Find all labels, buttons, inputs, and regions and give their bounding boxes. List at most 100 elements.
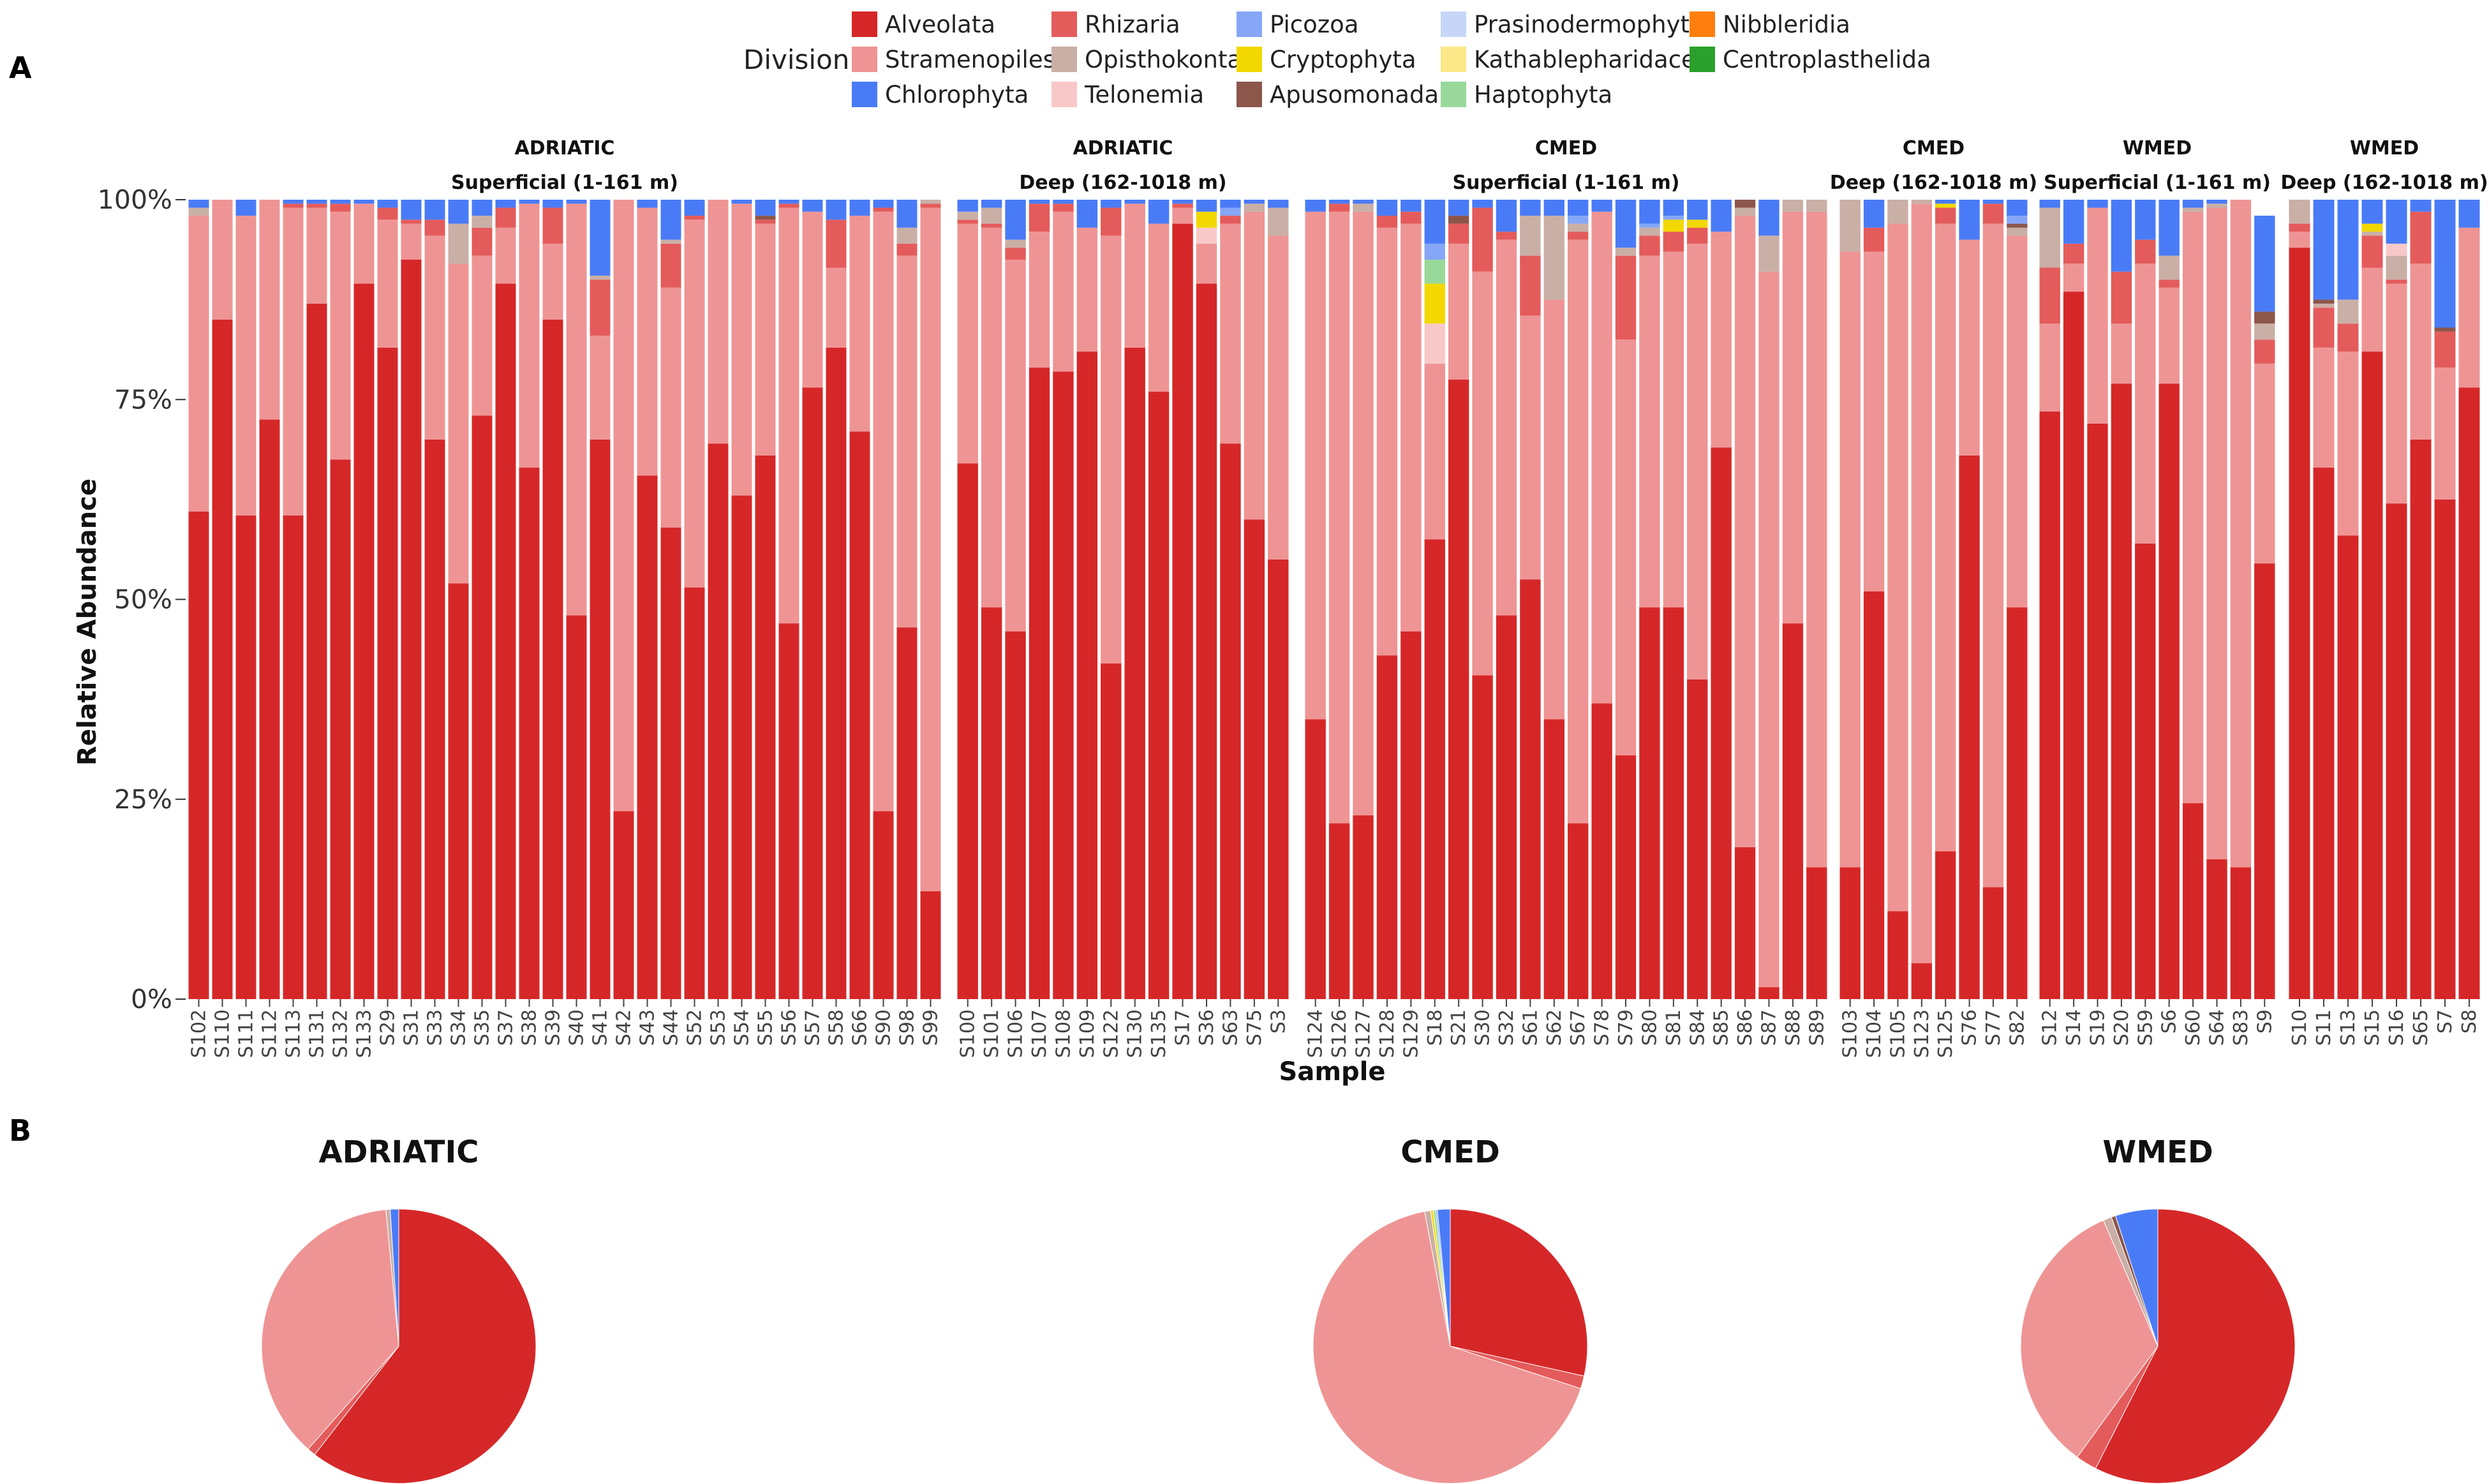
bar-segment-stramenopiles [637, 207, 658, 476]
x-tick-label: S36 [1196, 1009, 1218, 1046]
x-tick-label: S90 [873, 1009, 895, 1046]
bar-segment-rhizaria [1053, 204, 1074, 212]
x-tick-label: S56 [778, 1009, 801, 1046]
bar-segment-stramenopiles [731, 204, 752, 496]
bar-segment-alveolata [1053, 371, 1074, 999]
bar-segment-alveolata [212, 319, 233, 1000]
legend-swatch [1690, 47, 1715, 72]
x-tick-label: S102 [188, 1009, 211, 1058]
bar-segment-stramenopiles [1328, 211, 1350, 824]
x-tick-label: S35 [472, 1009, 494, 1046]
pie-slice-alveolata [1450, 1208, 1588, 1377]
bar-segment-chlorophyta [1591, 200, 1612, 212]
bar-segment-rhizaria [1520, 255, 1541, 316]
bar-segment-opisthokonta [2361, 232, 2383, 236]
bar-segment-opisthokonta [2007, 227, 2028, 236]
bar-segment-stramenopiles [1568, 239, 1589, 824]
bar-segment-stramenopiles [981, 227, 1002, 608]
bar-segment-chlorophyta [1687, 200, 1708, 220]
pie-title: ADRIATIC [318, 1134, 479, 1170]
bar-segment-stramenopiles [873, 211, 894, 812]
bar-segment-stramenopiles [235, 216, 256, 516]
bar-segment-stramenopiles [2410, 263, 2432, 440]
x-tick-label: S21 [1448, 1009, 1470, 1046]
bar-segment-rhizaria [1029, 204, 1050, 232]
bar-segment-chlorophyta [330, 200, 351, 204]
bar-segment-chlorophyta [1029, 200, 1050, 204]
bar-segment-opisthokonta [1005, 239, 1026, 248]
bar-segment-rhizaria [1448, 223, 1469, 244]
bar-segment-chlorophyta [1101, 200, 1122, 208]
bar-segment-stramenopiles [2182, 211, 2204, 804]
bar-segment-alveolata [1029, 367, 1050, 999]
bar-segment-alveolata [1196, 283, 1217, 1000]
bar-segment-chlorophyta [1053, 200, 1074, 204]
bar-segment-apusomonada [755, 216, 776, 220]
bar-segment-alveolata [2230, 867, 2252, 999]
x-tick-label: S86 [1734, 1009, 1757, 1046]
x-tick-label: S111 [235, 1009, 258, 1058]
x-tick-label: S11 [2313, 1009, 2335, 1046]
bar-segment-stramenopiles [590, 336, 611, 440]
bar-segment-rhizaria [2337, 323, 2359, 352]
bar-segment-alveolata [1268, 559, 1289, 999]
x-tick-label: S83 [2230, 1009, 2252, 1046]
bar-segment-alveolata [1244, 519, 1265, 999]
x-tick-label: S31 [401, 1009, 423, 1046]
bar-segment-stramenopiles [1220, 223, 1241, 444]
stacked-bar-chart: Relative Abundance Sample 0% 25% 50% 75% 100… [73, 137, 2488, 1087]
x-tick-label: S18 [1424, 1009, 1446, 1046]
bar-segment-alveolata [731, 495, 752, 999]
bar-segment-rhizaria [306, 204, 327, 208]
bar-segment-alveolata [1101, 663, 1122, 999]
bar-segment-apusomonada [1734, 200, 1756, 208]
bar-segment-alveolata [1887, 911, 1908, 999]
y-axis-title: Relative Abundance [73, 479, 102, 766]
bar-segment-stramenopiles [2230, 200, 2252, 868]
x-tick-label: S17 [1172, 1009, 1194, 1046]
bar-segment-stramenopiles [826, 267, 847, 348]
bar-segment-chlorophyta [731, 200, 752, 204]
bar-segment-rhizaria [1220, 216, 1241, 224]
bar-segment-chlorophyta [401, 200, 422, 220]
bar-segment-stramenopiles [1935, 223, 1956, 852]
bar-segment-alveolata [1711, 447, 1732, 999]
bar-segment-stramenopiles [2434, 367, 2456, 500]
bar-segment-alveolata [1591, 703, 1612, 999]
bar-segment-chlorophyta [542, 200, 563, 208]
bar-segment-alveolata [1520, 579, 1541, 999]
x-tick-label: S126 [1328, 1009, 1351, 1058]
bar-segment-alveolata [283, 515, 304, 999]
bar-segment-rhizaria [1496, 232, 1517, 240]
x-tick-label: S37 [495, 1009, 517, 1046]
bar-segment-alveolata [2289, 248, 2310, 1000]
pie-slice-stramenopiles [1312, 1211, 1582, 1484]
legend-swatch [1051, 11, 1077, 37]
y-tick-label: 25% [114, 784, 172, 815]
facet-depth-label: Superficial (1-161 m) [451, 172, 678, 194]
bar-segment-chlorophyta [235, 200, 256, 216]
bar-segment-chlorophyta [1982, 200, 2004, 204]
bar-segment-rhizaria [1401, 211, 1422, 224]
bar-segment-alveolata [2063, 292, 2084, 1000]
bar-segment-stramenopiles [1029, 232, 1050, 368]
bar-segment-stramenopiles [1911, 204, 1932, 963]
bar-segment-rhizaria [755, 219, 776, 224]
bar-segment-alveolata [2087, 423, 2108, 999]
x-tick-label: S76 [1959, 1009, 1981, 1046]
bar-segment-alveolata [1639, 607, 1660, 999]
bar-segment-opisthokonta [188, 207, 209, 216]
bar-segment-alveolata [708, 443, 729, 999]
x-tick-label: S113 [283, 1009, 305, 1058]
bar-segment-chlorophyta [1448, 200, 1469, 216]
bar-segment-opisthokonta [2182, 207, 2204, 212]
legend-swatch [1051, 82, 1077, 107]
legend-swatch [852, 47, 877, 72]
bar-segment-alveolata [1148, 391, 1170, 999]
bar-segment-stramenopiles [1401, 223, 1422, 632]
bar-segment-alveolata [1124, 347, 1145, 999]
x-tick-label: S67 [1567, 1009, 1589, 1046]
bar-segment-alveolata [660, 527, 681, 999]
bar-segment-stramenopiles [1124, 204, 1145, 348]
